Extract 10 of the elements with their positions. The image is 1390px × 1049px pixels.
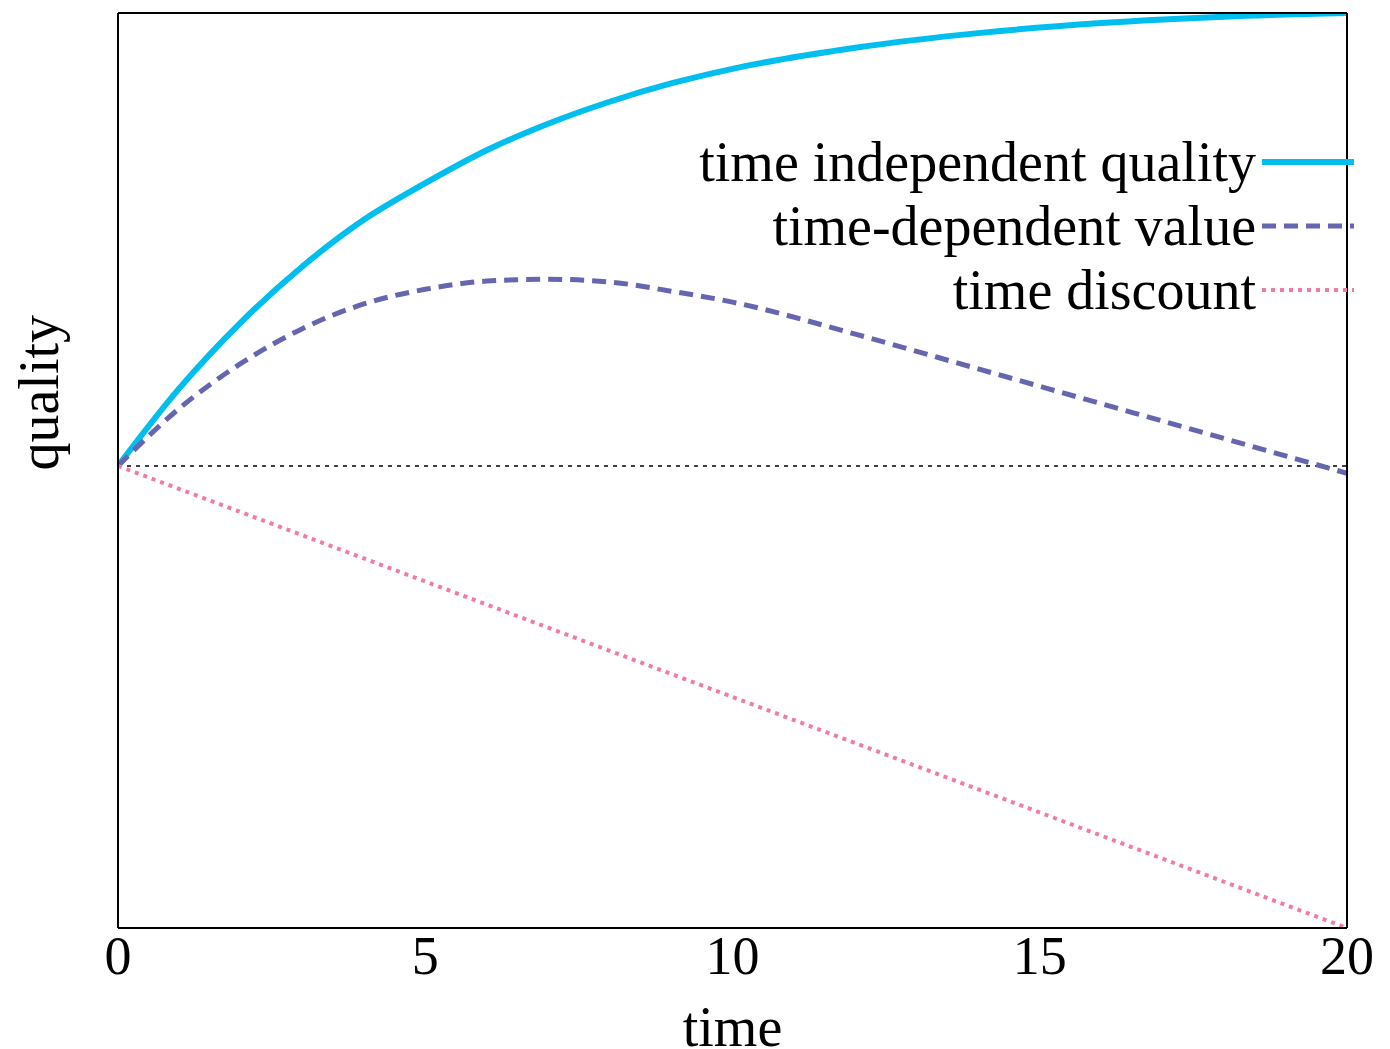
legend-label: time-dependent value <box>772 194 1256 258</box>
legend-label: time independent quality <box>699 130 1256 194</box>
x-axis-title: time <box>682 996 783 1049</box>
x-tick-label: 20 <box>1320 926 1374 987</box>
x-tick-label: 5 <box>411 926 439 987</box>
legend-label: time discount <box>952 258 1256 322</box>
x-tick-label: 10 <box>705 926 760 987</box>
y-axis-title: quality <box>7 314 70 471</box>
x-tick-label: 15 <box>1012 926 1067 987</box>
x-tick-label: 0 <box>104 926 132 987</box>
